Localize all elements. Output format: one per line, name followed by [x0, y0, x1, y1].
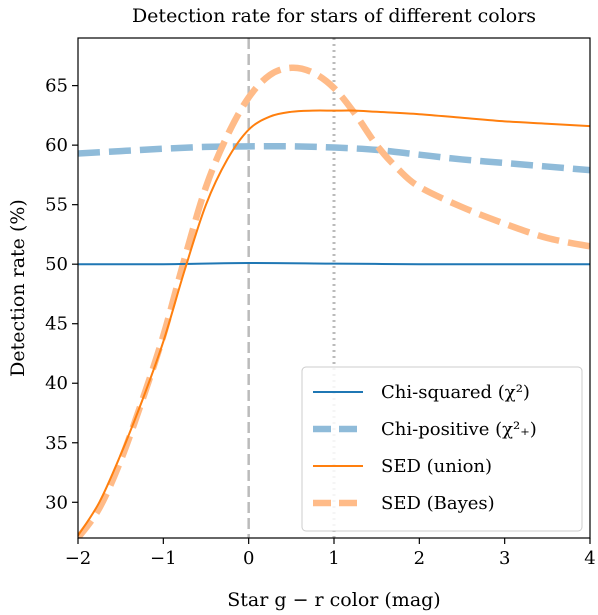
- x-tick-label: −2: [65, 548, 92, 569]
- x-tick-label: 1: [328, 548, 339, 569]
- legend-box: [301, 366, 583, 532]
- y-tick-label: 30: [45, 492, 68, 513]
- x-axis-label: Star g − r color (mag): [227, 589, 440, 611]
- series-layer: [78, 64, 590, 538]
- x-axis: −2 −1 0 1 2 3 4: [65, 538, 596, 569]
- legend: Chi-squared (χ²) Chi-positive (χ²₊) SED (u…: [301, 366, 583, 532]
- y-tick-label: 65: [45, 76, 68, 97]
- chart-title: Detection rate for stars of different co…: [132, 5, 536, 27]
- x-tick-label: 0: [243, 548, 254, 569]
- y-axis-label: Detection rate (%): [7, 199, 29, 377]
- y-tick-label: 40: [45, 373, 68, 394]
- reference-lines: [247, 38, 336, 538]
- series-line-0: [78, 261, 590, 266]
- legend-label-1: Chi-positive (χ²₊): [381, 419, 537, 440]
- legend-label-2: SED (union): [381, 456, 492, 477]
- y-tick-label: 60: [45, 135, 68, 156]
- y-tick-label: 50: [45, 254, 68, 275]
- y-tick-label: 45: [45, 314, 68, 335]
- y-tick-label: 35: [45, 433, 68, 454]
- x-tick-label: 4: [584, 548, 595, 569]
- x-tick-label: −1: [150, 548, 177, 569]
- series-line-1: [78, 142, 590, 174]
- legend-label-3: SED (Bayes): [381, 493, 495, 514]
- x-tick-label: 3: [499, 548, 510, 569]
- y-axis: 30 35 40 45 50 55 60 65: [45, 76, 78, 513]
- x-tick-label: 2: [414, 548, 425, 569]
- legend-items: Chi-squared (χ²) Chi-positive (χ²₊) SED (u…: [313, 382, 537, 514]
- y-tick-label: 55: [45, 195, 68, 216]
- legend-label-0: Chi-squared (χ²): [381, 382, 530, 403]
- series-line-2: [78, 109, 590, 537]
